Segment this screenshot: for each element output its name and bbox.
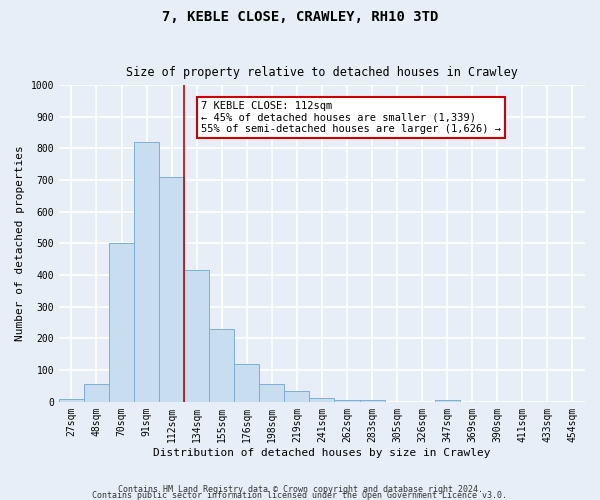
Bar — [84, 384, 109, 402]
Bar — [209, 329, 234, 402]
Bar — [184, 270, 209, 402]
Bar — [159, 177, 184, 402]
Text: 7, KEBLE CLOSE, CRAWLEY, RH10 3TD: 7, KEBLE CLOSE, CRAWLEY, RH10 3TD — [162, 10, 438, 24]
Text: 7 KEBLE CLOSE: 112sqm
← 45% of detached houses are smaller (1,339)
55% of semi-d: 7 KEBLE CLOSE: 112sqm ← 45% of detached … — [201, 100, 501, 134]
Y-axis label: Number of detached properties: Number of detached properties — [15, 146, 25, 341]
Text: Contains public sector information licensed under the Open Government Licence v3: Contains public sector information licen… — [92, 490, 508, 500]
Bar — [59, 400, 84, 402]
Bar — [234, 364, 259, 402]
Bar — [284, 390, 310, 402]
Bar — [109, 244, 134, 402]
Bar — [134, 142, 159, 402]
Bar — [434, 400, 460, 402]
Bar — [310, 398, 334, 402]
Bar — [359, 400, 385, 402]
X-axis label: Distribution of detached houses by size in Crawley: Distribution of detached houses by size … — [153, 448, 491, 458]
Bar — [334, 400, 359, 402]
Title: Size of property relative to detached houses in Crawley: Size of property relative to detached ho… — [126, 66, 518, 80]
Bar — [259, 384, 284, 402]
Text: Contains HM Land Registry data © Crown copyright and database right 2024.: Contains HM Land Registry data © Crown c… — [118, 485, 482, 494]
